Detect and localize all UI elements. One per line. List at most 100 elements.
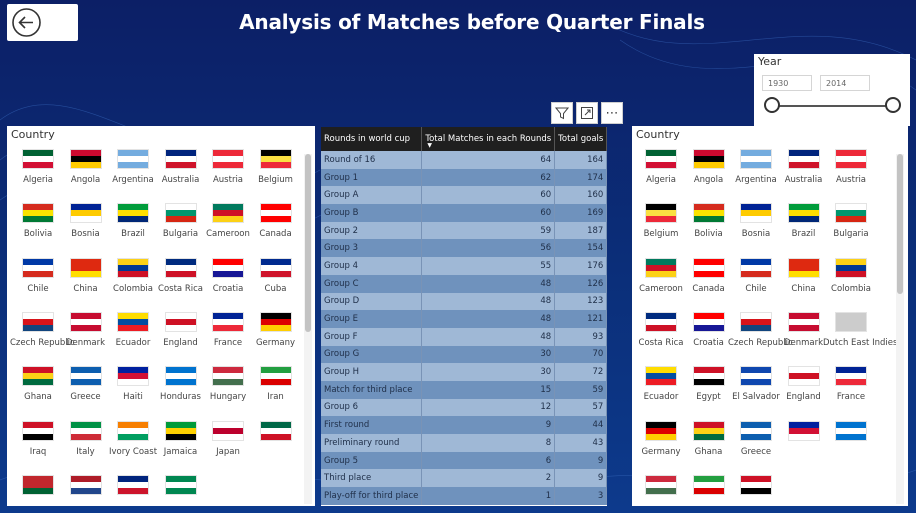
col-total-goals[interactable]: Total goals [554,127,607,151]
right-flag-item[interactable]: Czech Republic [728,312,793,348]
left-flag-item[interactable]: Bolivia [10,204,66,239]
right-flag-item[interactable]: El Salvador [728,367,784,402]
table-row[interactable]: Group G 30 70 [321,345,607,364]
right-flag-item[interactable]: Algeria [633,150,689,185]
left-flag-item[interactable]: Denmark [58,312,114,348]
left-flag-item[interactable]: Iran [248,367,304,402]
right-flag-item[interactable]: Croatia [681,312,737,348]
right-flag-item[interactable]: Costa Rica [633,312,689,348]
right-flag-item[interactable]: Chile [728,258,784,294]
right-flag-item[interactable]: Argentina [728,150,784,185]
table-row[interactable]: Group 1 62 174 [321,168,607,187]
year-slider-start-handle[interactable] [764,97,780,113]
left-flag-item[interactable]: Ghana [10,367,66,402]
left-flag-item[interactable]: Brazil [105,204,161,239]
table-row[interactable]: Preliminary round 8 43 [321,434,607,452]
left-flag-item[interactable]: Chile [10,258,66,294]
focus-mode-icon[interactable] [576,102,598,124]
table-row[interactable]: Group 6 12 57 [321,398,607,417]
table-row[interactable]: Group 2 59 187 [321,221,607,240]
left-flag-item[interactable]: Argentina [105,150,161,185]
left-flag-item[interactable]: Hungary [200,367,256,402]
table-row[interactable]: Play-off for third place 1 3 [321,487,607,505]
left-flag-item[interactable]: Ecuador [105,312,161,348]
left-flag-item[interactable] [10,475,66,501]
left-flag-item[interactable]: Algeria [10,150,66,185]
right-flag-item[interactable] [728,475,784,501]
right-flag-item[interactable]: Egypt [681,367,737,402]
right-flag-item[interactable]: Colombia [823,258,879,294]
left-flag-item[interactable]: France [200,312,256,348]
table-row[interactable]: First round 9 44 [321,416,607,434]
right-flag-item[interactable]: Germany [633,421,689,457]
left-flag-item[interactable]: Colombia [105,258,161,294]
table-row[interactable]: Group B 60 169 [321,204,607,222]
left-flag-item[interactable] [58,475,114,501]
right-flag-item[interactable]: France [823,367,879,402]
left-flag-item[interactable]: Jamaica [153,421,209,457]
left-flag-item[interactable]: Cameroon [200,204,256,239]
right-scroll-thumb[interactable] [897,154,903,294]
col-total-matches[interactable]: Total Matches in each Rounds ▼ [421,127,556,151]
table-row[interactable]: Round of 16 64 164 [321,151,607,169]
right-flag-item[interactable]: Australia [776,150,832,185]
left-flag-item[interactable]: Bosnia [58,204,114,239]
right-slicer-scrollbar[interactable] [896,154,904,504]
table-row[interactable]: Group F 48 93 [321,327,607,346]
left-flag-item[interactable] [105,475,161,501]
left-scroll-thumb[interactable] [305,154,311,332]
left-flag-item[interactable]: Canada [248,204,304,239]
left-flag-item[interactable]: Austria [200,150,256,185]
right-flag-item[interactable]: Denmark [776,312,832,348]
table-row[interactable]: Group D 48 123 [321,292,607,311]
left-flag-item[interactable]: Ivory Coast [105,421,161,457]
table-row[interactable]: Group 3 56 154 [321,239,607,258]
right-flag-item[interactable]: Bolivia [681,204,737,239]
left-flag-item[interactable]: Honduras [153,367,209,402]
left-flag-item[interactable]: Belgium [248,150,304,185]
right-flag-item[interactable]: Angola [681,150,737,185]
filter-icon[interactable] [551,102,573,124]
left-flag-item[interactable]: Greece [58,367,114,402]
year-slider-end-handle[interactable] [885,97,901,113]
right-flag-item[interactable]: Ghana [681,421,737,457]
left-slicer-scrollbar[interactable] [304,154,312,504]
left-flag-item[interactable]: Haiti [105,367,161,402]
year-start-input[interactable]: 1930 [762,75,812,91]
right-flag-item[interactable]: Cameroon [633,258,689,294]
left-flag-item[interactable]: Costa Rica [153,258,209,294]
right-flag-item[interactable] [823,421,879,447]
left-flag-item[interactable]: Iraq [10,421,66,457]
right-flag-item[interactable]: Belgium [633,204,689,239]
left-flag-item[interactable]: England [153,312,209,348]
table-row[interactable]: Group H 30 72 [321,363,607,381]
right-flag-item[interactable]: Dutch East Indies [823,312,897,348]
left-flag-item[interactable]: Italy [58,421,114,457]
table-row[interactable]: Group C 48 126 [321,274,607,293]
left-flag-item[interactable]: Cuba [248,258,304,294]
table-row[interactable]: Third place 2 9 [321,469,607,488]
left-flag-item[interactable]: Bulgaria [153,204,209,239]
right-flag-item[interactable] [681,475,737,501]
right-flag-item[interactable] [633,475,689,501]
year-end-input[interactable]: 2014 [820,75,870,91]
col-rounds[interactable]: Rounds in world cup [321,127,423,151]
right-flag-item[interactable] [776,421,832,447]
left-flag-item[interactable]: Japan [200,421,256,457]
left-flag-item[interactable]: Czech Republic [10,312,75,348]
right-flag-item[interactable]: Brazil [776,204,832,239]
left-flag-item[interactable]: Angola [58,150,114,185]
left-flag-item[interactable]: Australia [153,150,209,185]
more-options-icon[interactable]: ⋯ [601,102,623,124]
right-flag-item[interactable]: England [776,367,832,402]
left-flag-item[interactable]: Croatia [200,258,256,294]
left-flag-item[interactable] [153,475,209,501]
left-flag-item[interactable] [248,421,304,447]
table-row[interactable]: Match for third place 15 59 [321,380,607,399]
table-row[interactable]: Group E 48 121 [321,310,607,328]
right-flag-item[interactable]: Austria [823,150,879,185]
right-flag-item[interactable]: China [776,258,832,294]
left-flag-item[interactable]: Germany [248,312,304,348]
back-button[interactable] [7,4,78,41]
